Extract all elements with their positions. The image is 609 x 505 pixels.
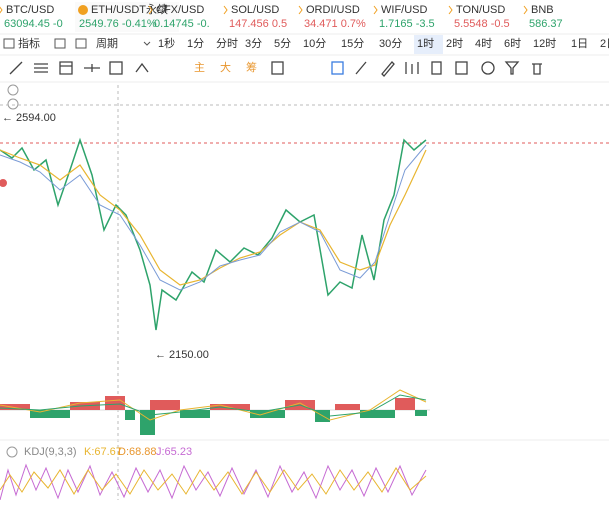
tab-mark [148,5,153,15]
kdj-line [0,467,427,495]
tool-icon[interactable] [331,61,344,75]
interval-button[interactable]: 分时 [216,37,238,50]
interval-button[interactable]: 2时 [446,37,463,50]
icon [54,38,66,49]
active-tab [75,2,179,32]
tab-mark [523,5,528,15]
interval-button[interactable]: 3分 [245,37,262,50]
tab-mark [0,6,3,14]
ticker-symbol[interactable]: SOL/USD [231,4,279,16]
icon [3,38,15,49]
active-interval [414,35,443,54]
tool-icon[interactable] [481,61,495,75]
price-path [0,137,427,331]
tool-icon[interactable] [135,62,149,73]
collapse-button[interactable] [6,446,18,458]
interval-button[interactable]: 30分 [379,37,402,50]
kdj-name: KDJ(9,3,3) [24,446,77,458]
tab-mark [448,5,453,15]
macd-line [0,389,427,421]
tool-icon[interactable] [109,61,123,75]
interval-button[interactable]: 5分 [274,37,291,50]
ticker-quote[interactable]: 586.37 [529,18,563,30]
tool-icon[interactable] [355,61,367,75]
coin-icon [78,5,88,15]
interval-button[interactable]: 1时 [417,37,434,50]
ma-line [0,144,427,291]
ticker-symbol[interactable]: TON/USD [456,4,505,16]
interval-button[interactable]: 2日 [600,38,609,50]
tool-icon[interactable] [271,61,284,75]
dropdown-arrow [143,41,151,46]
indicator-button[interactable]: 指标 [18,36,40,50]
chart-tool[interactable]: 大 [220,60,231,74]
kdj-line [0,463,427,501]
ticker-quote[interactable]: 63094.45 -0 [4,18,63,30]
ticker-symbol[interactable]: WIF/USD [381,4,427,16]
tab-mark [373,5,378,15]
tool-icon[interactable] [431,61,442,75]
tool-icon[interactable] [59,61,73,75]
tool-icon[interactable] [504,61,520,75]
interval-button[interactable]: 1日 [571,38,588,50]
kdj-d: D:68.88 [118,446,157,458]
ticker-quote[interactable]: 147.456 0.5 [229,18,287,30]
tool-icon[interactable] [381,61,395,77]
ticker-symbol[interactable]: BTC/USD [6,4,54,16]
marker [0,179,7,187]
low-label: ← 2150.00 [155,349,209,361]
ticker-quote[interactable]: 0.14745 -0. [154,18,210,30]
chart-tool[interactable]: 主 [194,61,205,74]
ticker-symbol[interactable]: CFX/USD [156,4,204,16]
interval-button[interactable]: 10分 [303,37,326,50]
tool-icon[interactable] [9,61,23,75]
collapse-button[interactable] [7,98,19,110]
ticker-quote[interactable]: 34.471 0.7% [304,18,366,30]
kdj-k: K:67.67 [84,446,122,458]
ticker-quote[interactable]: 1.7165 -3.5 [379,18,435,30]
period-button[interactable]: 周期 [96,37,118,50]
tool-icon[interactable] [34,63,48,73]
chart-tool[interactable]: 筹 [246,60,257,74]
interval-button[interactable]: 4时 [475,37,492,50]
tab-mark [223,5,228,15]
icon [75,38,87,49]
macd-histogram [0,396,427,435]
interval-button[interactable]: 1分 [187,37,204,50]
tool-icon[interactable] [532,63,542,75]
tool-icon[interactable] [405,62,419,74]
macd-line [0,394,427,417]
tool-icon[interactable] [455,61,468,75]
ticker-symbol[interactable]: ORDI/USD [306,4,360,16]
interval-button[interactable]: 15分 [341,37,364,50]
kdj-j: J:65.23 [156,446,192,458]
drawing-tools [9,61,542,77]
collapse-button[interactable] [7,84,19,96]
ticker-quote[interactable]: 5.5548 -0.5 [454,18,510,30]
ma-line [0,149,427,286]
tab-mark [298,5,303,15]
high-label: ← 2594.00 [2,112,56,124]
interval-button[interactable]: 1秒 [158,36,175,50]
interval-button[interactable]: 12时 [533,37,556,50]
ticker-symbol[interactable]: BNB [531,4,554,16]
ticker-symbol[interactable]: ETH/USDT永续 [91,2,168,16]
interval-button[interactable]: 6时 [504,37,521,50]
ticker-quote[interactable]: 2549.76 -0.41% [79,18,157,30]
tool-icon[interactable] [84,64,100,72]
